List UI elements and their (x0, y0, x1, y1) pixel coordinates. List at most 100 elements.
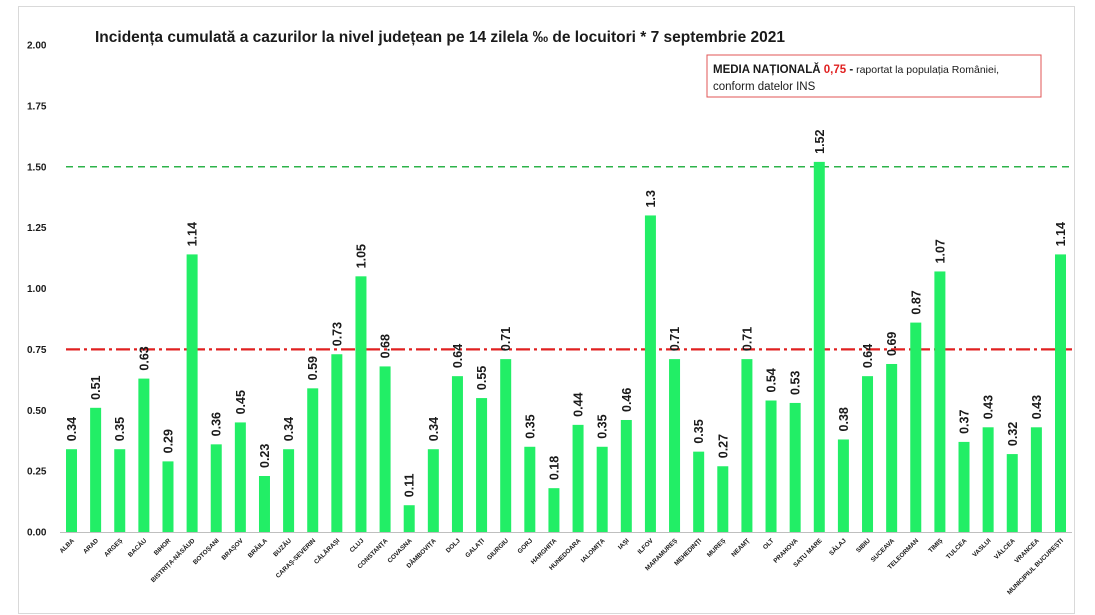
y-tick-label: 1.75 (27, 101, 47, 112)
bar (741, 359, 753, 532)
bar (524, 446, 536, 532)
x-tick-label: CLUJ (349, 537, 366, 554)
bar (620, 419, 632, 532)
bar-value-label: 0.35 (692, 419, 706, 443)
x-tick-label: BACĂU (126, 536, 149, 559)
x-tick-label: BRĂILA (245, 536, 269, 560)
bar (427, 449, 439, 532)
x-tick-label: VÂLCEA (992, 536, 1017, 561)
y-tick-label: 0.50 (27, 406, 47, 417)
bar-value-label: 0.64 (451, 344, 465, 368)
note-bold-text: MEDIA NAȚIONALĂ (713, 63, 824, 76)
bar (910, 322, 922, 532)
bar (210, 444, 222, 532)
national-average-note: MEDIA NAȚIONALĂ 0,75 - raportat la popul… (706, 54, 1042, 98)
bar (476, 398, 488, 532)
x-tick-label: BISTRIȚA-NĂSĂUD (148, 536, 196, 584)
y-tick-label: 0.00 (27, 528, 47, 539)
bar-value-label: 0.37 (958, 410, 972, 434)
bar-value-label: 0.27 (716, 434, 730, 458)
bar-value-label: 1.14 (1054, 222, 1068, 246)
bar (331, 354, 343, 532)
note-line-2: conform datelor INS (713, 81, 816, 93)
x-tick-label: ARGEȘ (103, 537, 125, 559)
bar-value-label: 0.45 (234, 390, 248, 414)
y-tick-label: 1.50 (27, 162, 47, 173)
x-axis-labels: ALBA ARAD ARGEȘ BACĂU BIHORBISTRIȚA-NĂSĂUDBO… (58, 536, 1065, 597)
bar-value-label: 1.14 (186, 222, 200, 246)
bar (307, 388, 319, 532)
bar-value-label: 0.32 (1006, 422, 1020, 446)
bar (934, 271, 946, 532)
y-tick-label: 2.00 (27, 41, 47, 52)
bar-value-label: 0.43 (982, 395, 996, 419)
bar (162, 461, 174, 532)
bar-value-label: 0.38 (837, 407, 851, 431)
bar (958, 441, 970, 532)
x-tick-label: ARAD (82, 537, 100, 555)
x-tick-label: ILFOV (637, 537, 656, 556)
bar (114, 449, 126, 532)
x-tick-label: GIURGIU (486, 537, 511, 562)
bar (596, 446, 608, 532)
bar-value-label: 0.55 (475, 366, 489, 390)
bar-value-label: 0.73 (330, 322, 344, 346)
bar (837, 439, 849, 532)
bar-value-label: 0.87 (909, 290, 923, 314)
bar-value-label: 0.23 (258, 444, 272, 468)
bar (886, 363, 898, 532)
y-tick-label: 1.00 (27, 284, 47, 295)
bar-value-label: 0.53 (789, 371, 803, 395)
bars (66, 161, 1066, 532)
y-tick-label: 0.25 (27, 467, 47, 478)
bar-value-label: 0.71 (499, 327, 513, 351)
bar (258, 475, 270, 532)
bar-value-label: 0.34 (282, 417, 296, 441)
note-rest-text: raportat la populația României, (853, 64, 999, 76)
bar (982, 427, 994, 532)
bar-value-label: 1.52 (813, 130, 827, 154)
value-labels: 0.34 0.51 0.35 0.63 0.29 1.14 0.36 0.45 0.23 0.34… (65, 130, 1068, 498)
bar-value-label: 1.07 (933, 239, 947, 263)
x-tick-label: GALAȚI (464, 537, 486, 559)
x-tick-label: SĂLAJ (827, 536, 848, 557)
bar (813, 161, 825, 532)
bar-value-label: 0.46 (620, 388, 634, 412)
chart-title: Incidența cumulată a cazurilor la nivel … (95, 29, 785, 46)
x-tick-label: VASLUI (971, 537, 992, 558)
bar-value-label: 0.63 (137, 346, 151, 370)
bar (500, 359, 512, 532)
bar (644, 215, 656, 532)
bar (66, 449, 77, 532)
x-tick-label: CĂLĂRAȘI (312, 536, 342, 566)
x-tick-label: BOTOȘANI (192, 537, 221, 566)
x-tick-label: SIBIU (855, 537, 872, 554)
bar-value-label: 0.29 (161, 429, 175, 453)
bar-value-label: 0.36 (210, 412, 224, 436)
bar (693, 451, 705, 532)
x-tick-label: TIMIȘ (927, 537, 945, 555)
y-tick-label: 0.75 (27, 345, 47, 356)
x-tick-label: IALOMIȚA (580, 537, 607, 564)
bar (90, 407, 102, 532)
bar-value-label: 0.44 (572, 392, 586, 416)
bar-value-label: 0.34 (65, 417, 79, 441)
bar (1006, 454, 1018, 532)
bar-value-label: 0.18 (547, 456, 561, 480)
bar-value-label: 0.11 (403, 474, 417, 498)
x-tick-label: IAȘI (617, 537, 631, 551)
bar-value-label: 0.34 (427, 417, 441, 441)
bar-value-label: 0.71 (740, 327, 754, 351)
bar-value-label: 1.3 (644, 190, 658, 207)
bar (862, 376, 874, 532)
bar (186, 254, 198, 532)
bar-value-label: 0.68 (379, 334, 393, 358)
bar-value-label: 0.64 (861, 344, 875, 368)
bar-value-label: 0.71 (668, 327, 682, 351)
bar-value-label: 0.54 (765, 368, 779, 392)
bar-value-label: 0.43 (1030, 395, 1044, 419)
bar (1055, 254, 1066, 532)
bar-value-label: 0.35 (596, 414, 610, 438)
note-dash: - (846, 64, 853, 76)
